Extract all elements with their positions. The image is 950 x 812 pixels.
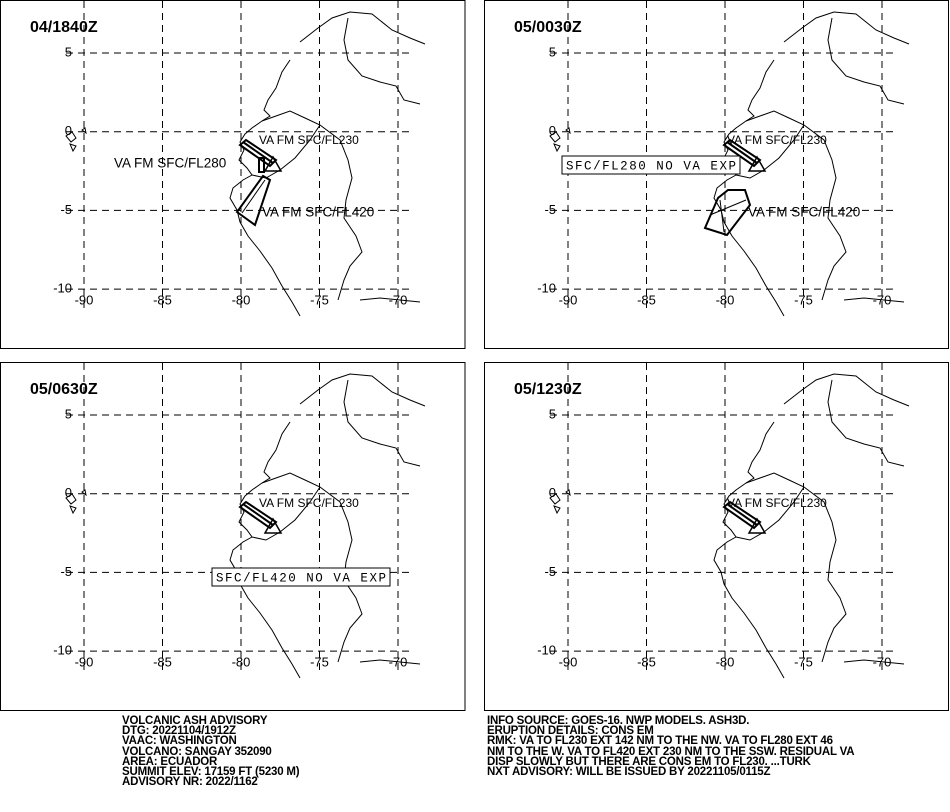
ash-label: SFC/FL420 NO VA EXP xyxy=(216,571,386,585)
y-tick-label: 5 xyxy=(549,44,556,59)
map-panel: -90 -85 -80 -75 -70 5 0 -5 -10 05/0630Z VA FM SFC/… xyxy=(0,362,466,711)
ash-label: VA FM SFC/FL420 xyxy=(748,205,860,220)
ash-area-fl420 xyxy=(235,174,272,227)
y-tick-label: -10 xyxy=(537,281,556,296)
x-tick-label: -75 xyxy=(794,292,813,307)
ash-label: VA FM SFC/FL280 xyxy=(114,156,226,171)
x-tick-label: -70 xyxy=(389,654,408,669)
map-panel: -90 -85 -80 -75 -70 5 0 -5 -10 04/1840Z VA FM SFC/… xyxy=(0,0,466,349)
advisory-line: ERUPTION DETAILS: CONS EM xyxy=(487,725,654,738)
ash-area-fl420 xyxy=(703,189,752,237)
advisory-line: VOLCANO: SANGAY 352090 xyxy=(122,745,272,758)
advisory-line: DTG: 20221104/1912Z xyxy=(122,725,236,738)
x-tick-label: -70 xyxy=(389,292,408,307)
x-tick-label: -80 xyxy=(232,292,251,307)
label-box xyxy=(211,567,391,587)
ash-label: VA FM SFC/FL230 xyxy=(727,133,827,147)
y-tick-label: 0 xyxy=(65,485,72,500)
y-tick-label: 5 xyxy=(549,406,556,421)
x-tick-label: -75 xyxy=(310,292,329,307)
advisory-line: AREA: ECUADOR xyxy=(122,755,218,768)
x-tick-label: -85 xyxy=(153,654,172,669)
ash-label: VA FM SFC/FL230 xyxy=(259,133,359,147)
y-tick-label: -5 xyxy=(60,564,72,579)
x-tick-label: -80 xyxy=(716,654,735,669)
y-tick-label: 5 xyxy=(65,406,72,421)
panel-frame xyxy=(484,0,949,349)
y-tick-label: 0 xyxy=(65,123,72,138)
panel-frame xyxy=(484,362,949,711)
maps: -90 -85 -80 -75 -70 5 0 -5 -10 04/1840Z VA FM SFC/… xyxy=(0,0,949,711)
valid-time: 04/1840Z xyxy=(30,19,98,36)
advisory-line: INFO SOURCE: GOES-16. NWP MODELS. ASH3D. xyxy=(487,715,750,727)
ash-label: VA FM SFC/FL230 xyxy=(259,496,359,510)
advisory-right: INFO SOURCE: GOES-16. NWP MODELS. ASH3D.… xyxy=(487,715,855,779)
advisory-line: RMK: VA TO FL230 EXT 142 NM TO THE NW. V… xyxy=(487,735,833,748)
y-tick-label: -5 xyxy=(544,202,556,217)
valid-time: 05/1230Z xyxy=(514,381,582,398)
x-tick-label: -85 xyxy=(153,292,172,307)
panel-frame xyxy=(0,0,466,349)
x-tick-label: -70 xyxy=(873,654,892,669)
y-tick-label: -10 xyxy=(53,281,72,296)
label-box xyxy=(561,155,741,175)
x-tick-label: -80 xyxy=(716,292,735,307)
coastlines xyxy=(549,373,910,679)
x-tick-label: -70 xyxy=(873,292,892,307)
ash-label: VA FM SFC/FL420 xyxy=(262,205,374,220)
advisory-line: SUMMIT ELEV: 17159 FT (5230 M) xyxy=(122,766,300,779)
ash-area-fl420 xyxy=(719,199,725,233)
y-tick-label: -10 xyxy=(537,643,556,658)
advisory-line: VAAC: WASHINGTON xyxy=(122,735,237,748)
y-tick-label: 5 xyxy=(65,44,72,59)
ash-label: VA FM SFC/FL230 xyxy=(727,496,827,510)
x-tick-label: -90 xyxy=(75,654,94,669)
x-tick-label: -80 xyxy=(232,654,251,669)
y-tick-label: -5 xyxy=(60,202,72,217)
advisory-line: VOLCANIC ASH ADVISORY xyxy=(122,715,268,727)
ash-area-fl280 xyxy=(258,157,265,173)
x-tick-label: -90 xyxy=(75,292,94,307)
ash-area-fl420 xyxy=(241,179,266,214)
y-tick-label: -5 xyxy=(544,564,556,579)
x-tick-label: -85 xyxy=(637,654,656,669)
panel-frame xyxy=(0,362,466,711)
x-tick-label: -90 xyxy=(559,654,578,669)
advisory-line: NM TO THE W. VA TO FL420 EXT 230 NM TO T… xyxy=(487,745,855,758)
x-tick-label: -75 xyxy=(310,654,329,669)
y-tick-label: 0 xyxy=(549,123,556,138)
y-tick-label: 0 xyxy=(549,485,556,500)
advisory-left: VOLCANIC ASH ADVISORY DTG: 20221104/1912Z… xyxy=(122,715,300,789)
x-tick-label: -85 xyxy=(637,292,656,307)
advisory-line: ADVISORY NR: 2022/1162 xyxy=(122,776,258,789)
coastlines xyxy=(65,373,426,679)
x-tick-label: -75 xyxy=(794,654,813,669)
ash-area-fl420 xyxy=(709,199,747,216)
map-panel: -90 -85 -80 -75 -70 5 0 -5 -10 05/0030Z VA FM SFC/… xyxy=(484,0,949,349)
valid-time: 05/0030Z xyxy=(514,19,582,36)
x-tick-label: -90 xyxy=(559,292,578,307)
advisory-line: DISP SLOWLY BUT THERE ARE CONS EM TO FL2… xyxy=(487,755,811,768)
map-panel: -90 -85 -80 -75 -70 5 0 -5 -10 05/1230Z VA FM SFC/… xyxy=(484,362,949,711)
advisory-line: NXT ADVISORY: WILL BE ISSUED BY 20221105… xyxy=(487,766,771,779)
ash-label: SFC/FL280 NO VA EXP xyxy=(566,159,736,173)
valid-time: 05/0630Z xyxy=(30,381,98,398)
y-tick-label: -10 xyxy=(53,643,72,658)
